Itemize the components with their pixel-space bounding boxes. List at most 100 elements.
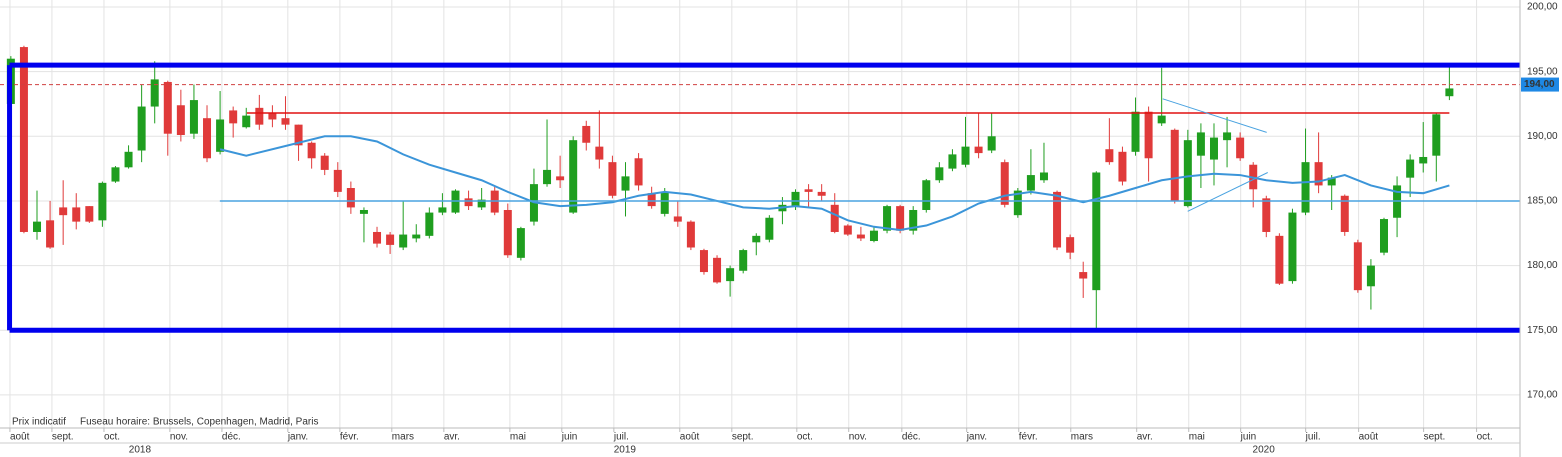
candle-body xyxy=(163,81,172,134)
candle-body xyxy=(1131,111,1140,152)
y-tick-label: 185,00 xyxy=(1527,196,1558,207)
last-price-box xyxy=(1521,77,1559,92)
x-tick-label: août xyxy=(680,432,700,443)
candle-body xyxy=(1079,272,1088,279)
candle-body xyxy=(373,231,382,244)
candle-body xyxy=(346,188,355,208)
candle-body xyxy=(883,206,892,231)
candle-body xyxy=(1340,195,1349,232)
candle-body xyxy=(59,207,68,216)
annotation: Fuseau horaire: Brussels, Copenhagen, Ma… xyxy=(80,417,318,428)
candle-body xyxy=(843,225,852,235)
x-tick-label: sept. xyxy=(732,432,754,443)
x-tick-label: mars xyxy=(392,432,414,443)
x-tick-label: sept. xyxy=(52,432,74,443)
candle-body xyxy=(1262,198,1271,232)
y-tick-label: 180,00 xyxy=(1527,260,1558,271)
candle-body xyxy=(909,209,918,231)
candle-body xyxy=(543,169,552,185)
candle-body xyxy=(752,235,761,243)
candle-body xyxy=(608,162,617,196)
candle-body xyxy=(98,182,107,221)
candle-body xyxy=(556,176,565,181)
x-tick-label: juin xyxy=(1240,432,1257,443)
candle-body xyxy=(1144,111,1153,159)
x-tick-label: nov. xyxy=(170,432,188,443)
candle-body xyxy=(686,221,695,248)
candle-body xyxy=(464,198,473,207)
candle-body xyxy=(1314,162,1323,186)
x-tick-label: juil. xyxy=(1305,432,1321,443)
candle-body xyxy=(281,118,290,125)
candle-body xyxy=(399,234,408,248)
candle-body xyxy=(1288,212,1297,282)
candle-body xyxy=(1196,132,1205,156)
candle-body xyxy=(1157,115,1166,124)
candle-body xyxy=(1092,172,1101,291)
last-price-label: 194,00 xyxy=(1524,79,1555,90)
candle-body xyxy=(516,228,525,258)
candle-body xyxy=(307,142,316,159)
x-tick-label: avr. xyxy=(1137,432,1153,443)
candle-body xyxy=(830,204,839,232)
candle-body xyxy=(1445,88,1454,97)
candle-body xyxy=(569,140,578,213)
candle-body xyxy=(1327,177,1336,186)
candle-body xyxy=(974,146,983,154)
candle-body xyxy=(647,193,656,207)
candle-body xyxy=(948,154,957,169)
candle-body xyxy=(961,146,970,165)
candle-body xyxy=(1366,265,1375,287)
x-tick-label: août xyxy=(10,432,30,443)
candle-body xyxy=(46,220,55,248)
candle-body xyxy=(320,155,329,170)
candle-body xyxy=(386,234,395,245)
candle-body xyxy=(1275,235,1284,284)
x-tick-label: févr. xyxy=(340,432,359,443)
x-tick-label: févr. xyxy=(1019,432,1038,443)
candle-body xyxy=(229,110,238,124)
candle-body xyxy=(595,146,604,160)
candle-body xyxy=(634,158,643,186)
moving-average xyxy=(219,135,1450,232)
candle-body xyxy=(922,180,931,210)
x-tick-label: nov. xyxy=(849,432,867,443)
candle-body xyxy=(85,206,94,222)
candle-body xyxy=(203,118,212,159)
y-tick-label: 190,00 xyxy=(1527,131,1558,142)
candle-body xyxy=(294,124,303,146)
candle-body xyxy=(1301,162,1310,213)
x-tick-label: mai xyxy=(1189,432,1205,443)
candle-body xyxy=(150,79,159,107)
candle-body xyxy=(765,217,774,240)
candle-body xyxy=(19,47,28,232)
candle-body xyxy=(660,191,669,214)
candle-body xyxy=(1053,191,1062,248)
x-tick-label: oct. xyxy=(797,432,813,443)
candle-body xyxy=(1419,156,1428,164)
candle-body xyxy=(124,151,133,168)
candle-body xyxy=(582,125,591,143)
candle-body xyxy=(1432,114,1441,156)
x-tick-label: déc. xyxy=(902,432,921,443)
x-tick-label: déc. xyxy=(222,432,241,443)
x-tick-label: sept. xyxy=(1424,432,1446,443)
candle-body xyxy=(1105,149,1114,163)
candle-body xyxy=(896,206,905,231)
candle-body xyxy=(856,234,865,239)
x-tick-label: oct. xyxy=(104,432,120,443)
candle-body xyxy=(817,191,826,196)
x-tick-label: mai xyxy=(510,432,526,443)
candle-body xyxy=(1209,137,1218,160)
x-tick-label: juin xyxy=(561,432,578,443)
candle-body xyxy=(1379,219,1388,253)
candle-body xyxy=(412,234,421,239)
candle-body xyxy=(713,257,722,283)
candle-body xyxy=(699,250,708,273)
candle-body xyxy=(242,115,251,128)
year-label: 2020 xyxy=(1253,445,1276,456)
candle-body xyxy=(359,209,368,214)
candle-body xyxy=(1026,175,1035,191)
candle-body xyxy=(425,212,434,236)
